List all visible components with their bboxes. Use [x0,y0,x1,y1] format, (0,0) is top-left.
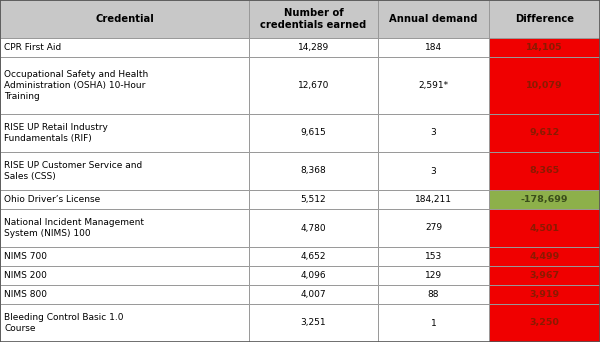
Text: 4,007: 4,007 [301,290,326,299]
Bar [249,152,378,190]
Bar [249,209,378,247]
Text: NIMS 800: NIMS 800 [4,290,47,299]
Text: 4,780: 4,780 [301,224,326,233]
Bar [489,209,600,247]
Bar [378,285,489,304]
Bar [0,38,249,57]
Text: 184: 184 [425,43,442,52]
Text: 14,289: 14,289 [298,43,329,52]
Text: Occupational Safety and Health
Administration (OSHA) 10-Hour
Training: Occupational Safety and Health Administr… [4,70,148,101]
Bar [378,266,489,285]
Bar [0,209,249,247]
Bar [378,57,489,114]
Bar [249,114,378,152]
Text: Credential: Credential [95,14,154,24]
Text: 3,919: 3,919 [529,290,560,299]
Bar [0,247,249,266]
Text: Ohio Driver’s License: Ohio Driver’s License [4,195,100,204]
Text: NIMS 700: NIMS 700 [4,252,47,261]
Text: 4,499: 4,499 [529,252,560,261]
Text: 5,512: 5,512 [301,195,326,204]
Bar [249,57,378,114]
Bar [0,0,249,38]
Bar [489,152,600,190]
Text: Annual demand: Annual demand [389,14,478,24]
Bar [378,190,489,209]
Text: 3: 3 [431,129,436,137]
Bar [0,266,249,285]
Bar [249,304,378,342]
Text: 9,612: 9,612 [529,129,560,137]
Bar [249,285,378,304]
Bar [0,114,249,152]
Text: RISE UP Customer Service and
Sales (CSS): RISE UP Customer Service and Sales (CSS) [4,161,142,181]
Text: 3,250: 3,250 [530,318,559,328]
Text: NIMS 200: NIMS 200 [4,271,47,280]
Bar [249,0,378,38]
Text: Bleeding Control Basic 1.0
Course: Bleeding Control Basic 1.0 Course [4,313,124,333]
Text: 279: 279 [425,224,442,233]
Bar [378,152,489,190]
Bar [489,0,600,38]
Text: 3,967: 3,967 [529,271,560,280]
Text: 1: 1 [431,318,436,328]
Bar [489,38,600,57]
Text: CPR First Aid: CPR First Aid [4,43,61,52]
Text: 88: 88 [428,290,439,299]
Bar [378,209,489,247]
Bar [249,38,378,57]
Text: -178,699: -178,699 [521,195,568,204]
Bar [0,152,249,190]
Text: 4,501: 4,501 [530,224,560,233]
Text: 14,105: 14,105 [526,43,563,52]
Text: 3,251: 3,251 [301,318,326,328]
Bar [378,304,489,342]
Text: 153: 153 [425,252,442,261]
Text: 4,096: 4,096 [301,271,326,280]
Text: 10,079: 10,079 [526,81,563,90]
Text: 2,591*: 2,591* [418,81,449,90]
Text: 12,670: 12,670 [298,81,329,90]
Text: 9,615: 9,615 [301,129,326,137]
Bar [378,0,489,38]
Bar [489,304,600,342]
Bar [249,266,378,285]
Bar [0,57,249,114]
Text: 4,652: 4,652 [301,252,326,261]
Bar [0,304,249,342]
Text: 3: 3 [431,167,436,175]
Bar [489,190,600,209]
Bar [249,247,378,266]
Text: 129: 129 [425,271,442,280]
Bar [489,114,600,152]
Bar [378,114,489,152]
Text: 8,368: 8,368 [301,167,326,175]
Bar [489,57,600,114]
Text: Number of
credentials earned: Number of credentials earned [260,8,367,30]
Bar [489,247,600,266]
Bar [249,190,378,209]
Bar [0,190,249,209]
Text: Difference: Difference [515,14,574,24]
Bar [489,266,600,285]
Bar [378,247,489,266]
Bar [0,285,249,304]
Text: National Incident Management
System (NIMS) 100: National Incident Management System (NIM… [4,218,144,238]
Bar [378,38,489,57]
Text: RISE UP Retail Industry
Fundamentals (RIF): RISE UP Retail Industry Fundamentals (RI… [4,123,108,143]
Text: 8,365: 8,365 [529,167,560,175]
Text: 184,211: 184,211 [415,195,452,204]
Bar [489,285,600,304]
